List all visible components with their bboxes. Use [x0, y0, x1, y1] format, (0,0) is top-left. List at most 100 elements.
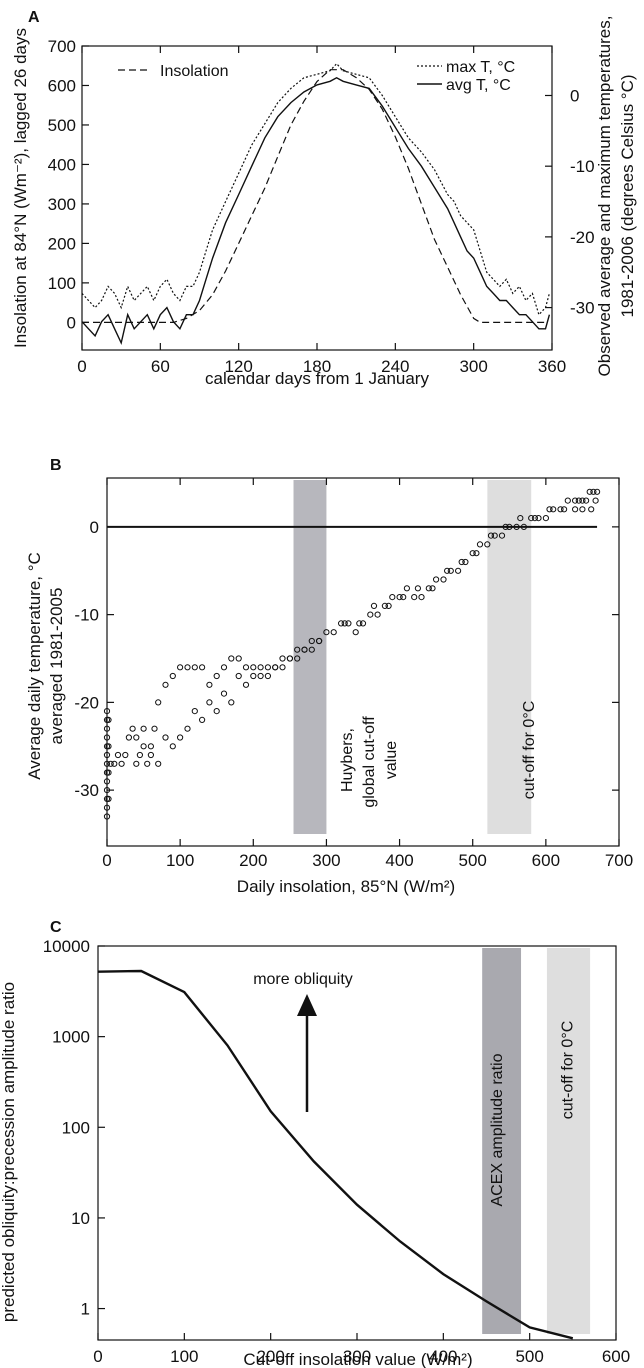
panel-b-data-point: [155, 699, 162, 706]
panel-b-data-point: [592, 497, 599, 504]
panel-c-band-cutoff-0c: [546, 948, 591, 1334]
panel-b-y-tick-label: -20: [74, 693, 99, 712]
legend-insolation-label: Insolation: [160, 63, 229, 80]
panel-b-data-point: [316, 637, 323, 645]
panel-b-data-point: [385, 602, 392, 610]
panel-b-data-point: [579, 506, 586, 513]
panel-a-right-y-axis-label-line1: Observed average and maximum temperature…: [595, 16, 614, 377]
panel-b-y-axis-label-line1: Average daily temperature, °C: [25, 552, 44, 780]
panel-b-huybers-label-line1: Huybers,: [339, 728, 356, 792]
panel-b-data-point: [125, 734, 132, 741]
panel-b-data-point: [133, 734, 140, 741]
panel-b-data-point: [228, 699, 235, 706]
panel-b-data-point: [155, 760, 162, 767]
panel-b-data-point: [191, 708, 198, 715]
panel-b-data-point: [294, 655, 301, 662]
panel-b-data-point: [586, 488, 593, 495]
panel-b-data-point: [520, 523, 528, 531]
panel-a-y-ticks: 0 100 200 300 400 500 600 700: [48, 37, 89, 332]
panel-a-right-y-ticks: 0 -10 -20 -30: [545, 86, 595, 318]
panel-a-y-tick-label: 0: [67, 313, 76, 332]
panel-b-y-tick-label: -30: [74, 781, 99, 800]
panel-b-y-axis-label-line2: averaged 1981-2005: [47, 588, 66, 745]
panel-b-data-point: [133, 760, 140, 767]
panel-c-y-tick-label: 10000: [43, 937, 90, 956]
panel-b-y-tick-label: -10: [74, 606, 99, 625]
panel-a-series-insolation: [82, 69, 546, 323]
panel-b-data-point: [264, 664, 271, 671]
panel-c-x-tick-label: 600: [602, 1347, 630, 1366]
panel-b-data-point: [502, 523, 509, 531]
panel-b-data-point: [118, 760, 125, 767]
panel-b-x-axis-label: Daily insolation, 85°N (W/m²): [237, 877, 455, 896]
panel-a-series-avgtc: [81, 77, 551, 346]
panel-b-data-point: [242, 664, 250, 671]
panel-a: A 0 60 120 180 240 300 360 0 100 200 300 400 500 600…: [0, 0, 644, 460]
panel-b-x-tick-label: 700: [605, 851, 633, 870]
panel-b-data-point: [151, 725, 158, 732]
panel-b-data-point: [572, 497, 579, 504]
panel-b-data-point: [330, 629, 337, 636]
panel-c-band-acex: [482, 948, 522, 1334]
panel-a-y-tick-label: 600: [48, 76, 76, 95]
panel-c-bands: [482, 948, 591, 1334]
panel-a-y-tick-label: 500: [48, 116, 76, 135]
panel-a-right-y-tick-label: -10: [570, 157, 595, 176]
panel-a-y-tick-label: 700: [48, 37, 76, 56]
panel-c-x-tick-label: 100: [170, 1347, 198, 1366]
panel-b-points: [103, 488, 601, 820]
panel-c-series: [97, 969, 574, 1340]
panel-c-y-tick-label: 1: [81, 1300, 90, 1319]
panel-b-data-point: [308, 637, 315, 645]
panel-b-data-point: [105, 716, 112, 724]
panel-b-data-point: [506, 523, 513, 531]
panel-b-data-point: [279, 655, 286, 662]
more-obliquity-arrowhead: [297, 994, 317, 1016]
panel-a-right-y-tick-label: -30: [570, 299, 595, 318]
panel-b-data-point: [184, 725, 191, 732]
panel-b-data-point: [411, 594, 418, 601]
panel-b-data-point: [531, 515, 539, 522]
panel-a-x-tick-label: 180: [303, 357, 331, 376]
panel-c-band-labels: ACEX amplitude ratio cut-off for 0°C: [489, 1021, 576, 1207]
panel-b-band-labels: Huybers, global cut-off value cut-off for 0…: [339, 701, 538, 808]
panel-b-data-point: [517, 515, 524, 522]
panel-a-y-tick-label: 400: [48, 155, 76, 174]
panel-b-data-point: [583, 497, 590, 504]
panel-b-band-huybers: [293, 480, 327, 834]
panel-b-data-point: [105, 743, 112, 750]
panel-a-x-tick-label: 300: [459, 357, 487, 376]
panel-b-data-point: [111, 760, 118, 767]
panel-b-data-point: [550, 506, 557, 513]
panel-c-x-tick-label: 500: [515, 1347, 543, 1366]
panel-c-y-tick-label: 100: [62, 1118, 90, 1137]
panel-b-data-point: [389, 594, 396, 601]
panel-b-data-point: [177, 664, 184, 671]
panel-b-data-point: [433, 576, 440, 583]
panel-b-letter: B: [50, 457, 62, 474]
legend-max-t-label: max T, °C: [446, 59, 515, 76]
panel-a-x-tick-label: 360: [538, 357, 566, 376]
panel-b-data-point: [513, 523, 520, 531]
panel-b-data-point: [418, 594, 425, 601]
panel-b-huybers-label-line2: global cut-off: [361, 716, 378, 808]
panel-a-y-tick-label: 200: [48, 234, 76, 253]
panel-b-data-point: [546, 506, 553, 513]
panel-b-data-point: [579, 497, 586, 504]
more-obliquity-annotation: more obliquity: [253, 971, 353, 988]
panel-b-data-point: [429, 585, 436, 592]
panel-b-data-point: [575, 497, 582, 504]
panel-c-y-axis-label: predicted obliquity:precession amplitude…: [0, 982, 18, 1322]
panel-a-letter: A: [28, 9, 40, 26]
panel-b-data-point: [323, 629, 330, 636]
panel-b-data-point: [294, 646, 301, 653]
panel-b-data-point: [235, 672, 242, 680]
panel-b-y-tick-label: 0: [90, 518, 99, 537]
panel-b-data-point: [257, 672, 264, 680]
panel-b-data-point: [220, 664, 228, 671]
panel-b-data-point: [257, 664, 264, 671]
panel-b-data-point: [557, 506, 564, 513]
panel-b-data-point: [462, 558, 469, 566]
panel-b-data-point: [374, 611, 381, 618]
